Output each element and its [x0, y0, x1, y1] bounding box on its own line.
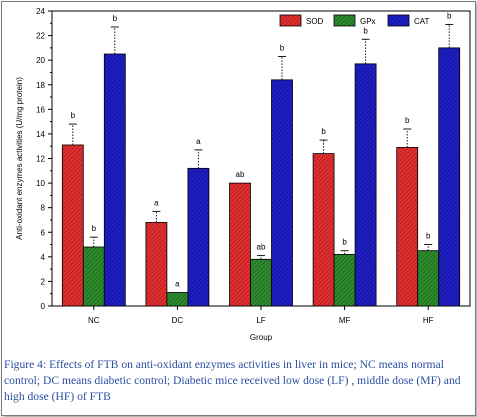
bar-sod-mf — [312, 153, 335, 307]
x-tick-label: LF — [256, 316, 265, 325]
significance-label: ab — [236, 170, 245, 179]
bar-cat-nc — [103, 53, 126, 307]
bar-cat-lf — [271, 79, 293, 307]
x-tick-label: NC — [88, 316, 100, 325]
y-tick-label: 2 — [41, 277, 46, 286]
y-tick-label: 0 — [41, 302, 46, 311]
y-tick-label: 14 — [36, 130, 45, 139]
bar-sod-lf — [229, 182, 251, 307]
legend-label-cat: CAT — [414, 17, 430, 26]
significance-label: b — [92, 224, 97, 233]
significance-label: b — [71, 111, 76, 120]
significance-label: a — [175, 279, 180, 288]
x-axis-title: Group — [250, 333, 273, 342]
significance-label: b — [280, 43, 285, 52]
bar-gpx-mf — [333, 253, 356, 307]
significance-label: ab — [257, 243, 266, 252]
bar-cat-mf — [354, 63, 377, 307]
bar-gpx-lf — [250, 258, 272, 307]
x-tick-label: DC — [172, 316, 184, 325]
significance-label: a — [154, 198, 159, 207]
bar-gpx-nc — [82, 246, 105, 307]
x-tick-label: MF — [339, 316, 351, 325]
y-tick-label: 18 — [36, 81, 45, 90]
significance-label: b — [426, 232, 431, 241]
y-tick-label: 10 — [36, 179, 45, 188]
legend-swatch-cat — [387, 14, 410, 27]
significance-label: b — [321, 127, 326, 136]
legend-label-gpx: GPx — [360, 17, 376, 26]
y-tick-label: 20 — [36, 56, 45, 65]
legend-swatch-gpx — [333, 14, 356, 27]
bar-sod-dc — [145, 222, 168, 307]
bar-cat-hf — [438, 47, 461, 307]
significance-label: a — [196, 137, 201, 146]
y-tick-label: 6 — [41, 228, 46, 237]
significance-label: b — [342, 238, 347, 247]
significance-label: b — [405, 116, 410, 125]
y-axis-title: Anti-oxidant enzymes activities (U/mg pr… — [15, 77, 24, 240]
bar-cat-dc — [187, 167, 210, 307]
x-tick-label: HF — [423, 316, 434, 325]
bar-gpx-dc — [166, 292, 189, 307]
significance-label: b — [447, 12, 452, 21]
y-tick-label: 4 — [41, 253, 46, 262]
legend-label-sod: SOD — [306, 17, 324, 26]
y-tick-label: 12 — [36, 155, 45, 164]
y-tick-label: 8 — [41, 204, 46, 213]
bar-gpx-hf — [417, 250, 440, 307]
y-tick-label: 24 — [36, 7, 45, 16]
significance-label: b — [113, 14, 118, 23]
legend-swatch-sod — [279, 14, 302, 27]
bar-sod-hf — [396, 147, 419, 307]
significance-label: b — [363, 26, 368, 35]
figure-caption: Figure 4: Effects of FTB on anti-oxidant… — [4, 358, 461, 403]
y-tick-label: 22 — [36, 32, 45, 41]
y-tick-label: 16 — [36, 105, 45, 114]
bar-sod-nc — [61, 144, 84, 307]
